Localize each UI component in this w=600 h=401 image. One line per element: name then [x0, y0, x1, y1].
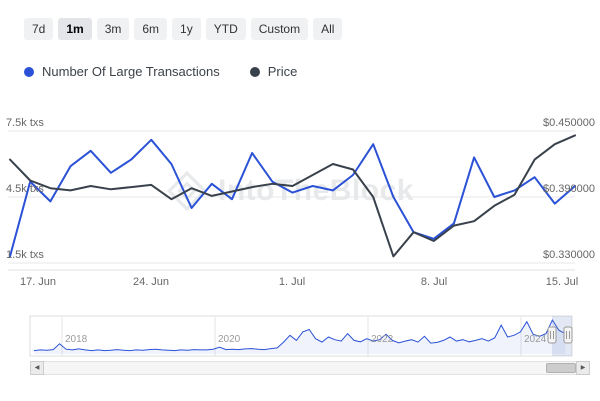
x-axis-tick: 1. Jul — [278, 276, 306, 288]
y-axis-left-tick: 7.5k txs — [6, 117, 44, 129]
legend-item-price[interactable]: Price — [249, 64, 298, 79]
navigator-selection[interactable] — [552, 316, 572, 356]
scrollbar-track[interactable] — [44, 361, 576, 375]
range-button-7d[interactable]: 7d — [24, 18, 54, 41]
legend-label-transactions: Number Of Large Transactions — [42, 64, 220, 79]
x-axis-tick: 17. Jun — [19, 276, 57, 288]
legend-marker-price-icon — [249, 66, 260, 77]
y-axis-left-tick: 1.5k txs — [6, 249, 44, 261]
series-line-transactions — [9, 138, 576, 258]
series-line-price — [9, 134, 576, 258]
navigator-year-label: 2022 — [371, 334, 394, 345]
nav-series-line — [33, 318, 566, 352]
nav-area — [34, 320, 566, 354]
range-button-ytd[interactable]: YTD — [205, 18, 246, 41]
y-axis-right-tick: $0.330000 — [543, 249, 595, 261]
navigator-handle-right[interactable] — [563, 326, 573, 344]
y-axis-right-tick: $0.450000 — [543, 117, 595, 129]
x-axis-tick: 8. Jul — [420, 276, 448, 288]
navigator[interactable] — [0, 314, 600, 360]
range-button-custom[interactable]: Custom — [250, 18, 309, 41]
range-button-3m[interactable]: 3m — [96, 18, 130, 41]
legend-marker-transactions-icon — [24, 66, 34, 77]
range-button-1m[interactable]: 1m — [58, 18, 92, 41]
scrollbar-left-arrow-icon[interactable]: ◀ — [30, 361, 44, 375]
main-chart-plot[interactable] — [0, 100, 600, 275]
range-selector: 7d 1m 3m 6m 1y YTD Custom All — [24, 18, 343, 41]
scrollbar-thumb[interactable] — [546, 363, 576, 373]
scrollbar: ◀ ▶ — [30, 361, 590, 375]
y-axis-left-tick: 4.5k txs — [6, 183, 44, 195]
y-axis-right-tick: $0.390000 — [543, 183, 595, 195]
x-axis-tick: 24. Jun — [132, 276, 170, 288]
navigator-year-label: 2018 — [65, 334, 88, 345]
range-button-6m[interactable]: 6m — [134, 18, 168, 41]
legend-item-transactions[interactable]: Number Of Large Transactions — [24, 64, 220, 79]
legend-label-price: Price — [267, 64, 298, 79]
legend: Number Of Large Transactions Price — [24, 64, 297, 79]
navigator-handle-left[interactable] — [547, 326, 557, 344]
navigator-year-label: 2020 — [218, 334, 241, 345]
x-axis-tick: 15. Jul — [545, 276, 579, 288]
range-button-all[interactable]: All — [313, 18, 343, 41]
range-button-1y[interactable]: 1y — [172, 18, 201, 41]
scrollbar-right-arrow-icon[interactable]: ▶ — [576, 361, 590, 375]
navigator-year-label: 2024 — [524, 334, 547, 345]
